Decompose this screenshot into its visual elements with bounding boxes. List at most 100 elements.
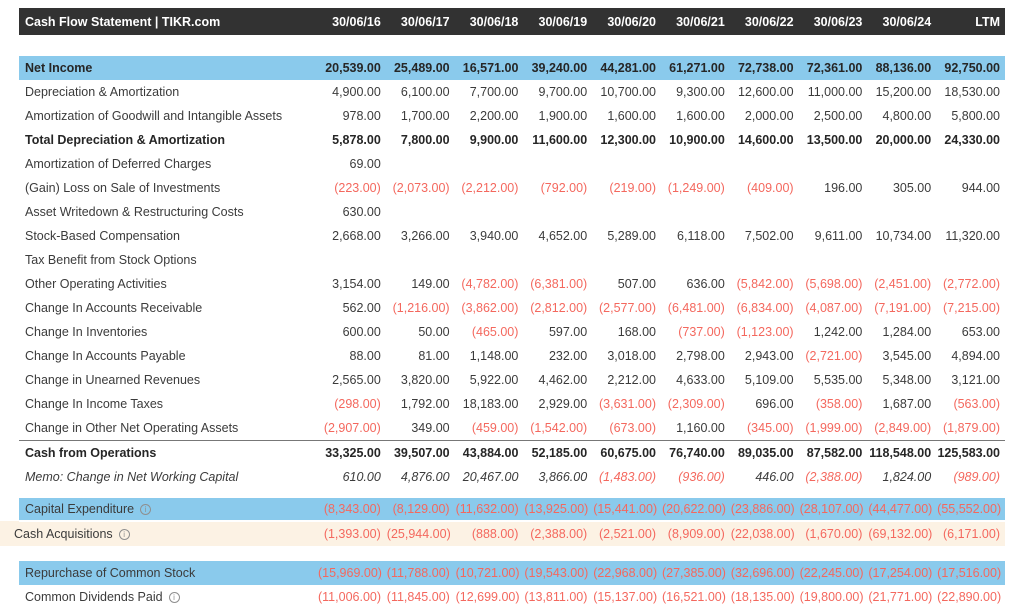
cell-value: (15,969.00) [317,561,386,585]
row-label-text: Change in Other Net Operating Assets [25,421,239,435]
cell-value: (6,481.00) [667,301,725,315]
cell-value: 10,900.00 [669,133,725,147]
cell-value: (8,343.00) [317,498,386,522]
cell-value: (465.00) [471,325,519,339]
cell-value: 5,922.00 [469,373,519,387]
info-icon[interactable]: i [168,592,180,603]
cell-value: 14,600.00 [737,133,794,147]
cell-value: 1,824.00 [882,470,932,484]
period-column-header: 30/06/20 [592,8,661,35]
table-row: Cash Acquisitions i (1,393.00) (25,944.00)(… [14,521,1005,546]
table-row: Memo: Change in Net Working Capital 610.0… [19,465,1005,489]
row-label-cell: Tax Benefit from Stock Options [19,248,317,272]
row-label: (Gain) Loss on Sale of Investments [25,181,220,195]
cell-value [936,200,1005,224]
cell-value: (223.00) [334,181,381,195]
cell-value: (22,890.00) [937,590,1002,604]
header-row: Cash Flow Statement | TIKR.com 30/06/16 3… [19,8,1005,35]
table-row: Total Depreciation & Amortization 5,878.0… [19,128,1005,152]
row-label-text: Depreciation & Amortization [25,85,180,99]
cell-value: (10,721.00) [454,561,524,585]
table-row: Cash from Operations 33,325.00 39,507.00 43… [19,440,1005,465]
cell-value: (1,123.00) [736,325,794,339]
row-label-text: Common Dividends Paid [25,590,163,604]
cell-value: (22,038.00) [729,521,799,546]
table-row: Change In Accounts Payable 88.00 81.00 1,14… [19,344,1005,368]
cell-value: 1,148.00 [469,349,519,363]
cell-value: 600.00 [342,325,381,339]
row-label-text: Change In Accounts Payable [25,349,186,363]
cell-value: (2,309.00) [667,397,725,411]
cell-value: (1,483.00) [599,470,656,484]
cell-value [592,152,661,176]
cell-value: (22,968.00) [592,561,661,585]
cell-value: 4,652.00 [538,229,588,243]
cell-value: 653.00 [961,325,1000,339]
cell-value: 3,866.00 [538,470,588,484]
cell-value: (5,842.00) [736,277,794,291]
cell-value: (3,631.00) [599,397,656,411]
cell-value: 81.00 [418,349,450,363]
cell-value: 11,320.00 [945,229,1000,243]
row-label: Change in Other Net Operating Assets [25,421,238,435]
row-label-cell: Net Income [19,56,317,80]
cell-value: (28,107.00) [798,498,868,522]
row-label: Change In Accounts Receivable [25,301,202,315]
cell-value: 1,160.00 [676,421,725,435]
cell-value: (989.00) [953,470,1000,484]
cell-value: 88,136.00 [867,56,937,80]
cell-value: 7,800.00 [400,133,450,147]
cell-value: (20,622.00) [660,498,730,522]
cell-value: 20,000.00 [875,133,932,147]
cell-value: (673.00) [609,421,656,435]
info-icon[interactable]: i [118,529,130,540]
cell-value: 24,330.00 [944,133,1000,147]
cell-value: 168.00 [617,325,656,339]
row-label-cell: Cash Acquisitions i [14,521,317,546]
cell-value: (298.00) [334,397,381,411]
period-column-header: 30/06/18 [454,8,524,35]
cell-value: (21,771.00) [868,590,933,604]
table-row: Amortization of Goodwill and Intangible … [19,104,1005,128]
cell-value: 4,876.00 [400,470,450,484]
cell-value [455,248,524,272]
cell-value [867,248,936,272]
cell-value: (5,698.00) [805,277,863,291]
row-label-cell: Change in Other Net Operating Assets [19,416,317,441]
cell-value: 2,668.00 [332,229,381,243]
cell-value [386,248,455,272]
info-icon[interactable]: i [140,504,152,515]
row-label-cell: (Gain) Loss on Sale of Investments [19,176,317,200]
row-label-text: Repurchase of Common Stock [25,566,196,580]
cell-value: 4,894.00 [951,349,1000,363]
row-label-text: Asset Writedown & Restructuring Costs [25,205,244,219]
table-body: Net Income 20,539.00 25,489.00 16,571.00 39,… [14,35,1005,609]
row-label: Asset Writedown & Restructuring Costs [25,205,244,219]
cell-value: (23,886.00) [729,498,799,522]
cell-value: 18,183.00 [462,397,519,411]
row-label: Net Income [25,61,92,75]
cell-value [592,248,661,272]
period-column-header: 30/06/16 [317,8,386,35]
cell-value [661,152,730,176]
cell-value: 4,633.00 [676,373,725,387]
row-label-text: Net Income [25,61,93,75]
cell-value: 2,798.00 [676,349,725,363]
cell-value: (737.00) [678,325,725,339]
cell-value: 3,121.00 [951,373,1000,387]
cell-value [730,152,799,176]
cell-value: (219.00) [609,181,656,195]
row-label-cell: Stock-Based Compensation [19,224,317,248]
cell-value: 60,675.00 [592,440,661,465]
row-label-cell: Change In Inventories [19,320,317,344]
cell-value [455,152,524,176]
cell-value: 630.00 [342,205,381,219]
cell-value [661,200,730,224]
cell-value: 5,535.00 [813,373,863,387]
cell-value: (792.00) [540,181,588,195]
table-row: Asset Writedown & Restructuring Costs 630… [19,200,1005,224]
cell-value: (1,249.00) [667,181,725,195]
cell-value: 2,000.00 [744,109,794,123]
cell-value: 125,583.00 [936,440,1005,465]
cell-value: (11,006.00) [318,590,382,604]
